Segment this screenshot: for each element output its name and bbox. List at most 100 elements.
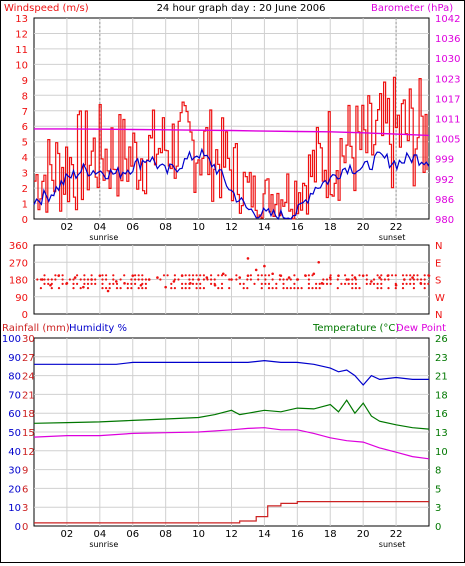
direction-point — [137, 278, 140, 281]
direction-point — [329, 278, 332, 281]
direction-point — [427, 282, 430, 285]
rainfall-y-tick-label: 9 — [22, 466, 28, 477]
barometer-y-tick-label: 1042 — [435, 14, 460, 25]
direction-point — [177, 278, 180, 281]
temperature-axis-label: Temperature (°C) — [312, 323, 399, 334]
direction-compass-label: N — [435, 310, 442, 321]
direction-point — [282, 282, 285, 285]
direction-point — [108, 287, 111, 290]
direction-compass-label: E — [435, 258, 441, 269]
temp-x-tick-label: 22 — [390, 529, 403, 540]
direction-point — [409, 274, 412, 277]
direction-point — [144, 282, 147, 285]
direction-point — [86, 278, 90, 281]
direction-point — [365, 278, 368, 281]
direction-point — [141, 274, 144, 277]
direction-point — [61, 278, 64, 281]
direction-point — [106, 289, 110, 293]
wind-x-tick-label: 12 — [225, 222, 238, 233]
direction-point — [317, 260, 321, 264]
direction-point — [72, 287, 75, 290]
direction-point — [387, 287, 390, 290]
direction-point — [115, 282, 119, 285]
rainfall-y-tick-label: 0 — [22, 522, 28, 533]
barometer-y-tick-label: 1017 — [435, 94, 460, 105]
direction-point — [391, 274, 394, 277]
direction-y-tick-label: 360 — [9, 241, 28, 252]
direction-point — [300, 287, 303, 290]
direction-point — [253, 282, 256, 285]
direction-point — [130, 282, 133, 285]
wind-x-tick-label: 08 — [159, 222, 172, 233]
barometer-axis-label: Barometer (hPa) — [371, 3, 453, 14]
rainfall-axis-label: Rainfall (mm) — [2, 323, 70, 334]
humidity-y-tick-label: 90 — [8, 353, 21, 364]
direction-point — [264, 278, 267, 281]
direction-point — [416, 274, 419, 277]
direction-point — [351, 274, 354, 277]
direction-point — [220, 287, 224, 290]
direction-point — [354, 282, 357, 285]
direction-point — [293, 287, 296, 290]
direction-y-tick-label: 90 — [15, 293, 28, 304]
temperature-y-tick-label: 0 — [435, 522, 441, 533]
temp-x-tick-label: 14 — [258, 529, 271, 540]
direction-point — [370, 280, 373, 283]
direction-point — [50, 287, 53, 290]
direction-point — [412, 278, 415, 281]
direction-point — [224, 274, 227, 277]
direction-point — [312, 272, 316, 276]
rainfall-y-tick-label: 3 — [22, 503, 28, 514]
direction-point — [230, 278, 233, 281]
direction-point — [119, 287, 122, 290]
direction-point — [260, 282, 263, 285]
direction-point — [36, 278, 39, 281]
direction-point — [257, 274, 260, 277]
direction-point — [315, 287, 318, 290]
direction-point — [365, 282, 368, 285]
direction-point — [307, 287, 310, 290]
direction-point — [98, 274, 102, 277]
temperature-line — [33, 399, 430, 430]
direction-point — [65, 282, 68, 285]
wind-y-tick-label: 7 — [22, 107, 28, 118]
wind-y-tick-label: 10 — [15, 60, 28, 71]
direction-point — [383, 278, 386, 281]
temp-x-tick-label: 10 — [192, 529, 205, 540]
direction-point — [351, 278, 354, 281]
direction-point — [195, 274, 198, 277]
direction-point — [188, 278, 191, 281]
wind-x-tick-label: 20 — [357, 222, 370, 233]
direction-point — [361, 274, 365, 277]
direction-point — [322, 282, 325, 285]
temperature-y-tick-label: 23 — [435, 353, 448, 364]
direction-point — [217, 287, 220, 290]
direction-point — [195, 282, 198, 285]
direction-point — [254, 268, 258, 272]
direction-point — [263, 264, 266, 268]
direction-point — [83, 274, 86, 277]
direction-point — [307, 282, 310, 285]
direction-point — [358, 274, 361, 277]
direction-point — [188, 287, 191, 290]
direction-point — [50, 282, 53, 285]
rainfall-y-tick-label: 18 — [22, 409, 35, 420]
dewpoint-line — [33, 427, 430, 460]
direction-point — [380, 282, 383, 285]
direction-point — [141, 282, 144, 285]
direction-point — [184, 287, 187, 290]
direction-point — [47, 282, 50, 285]
direction-point — [43, 282, 46, 285]
wind-x-tick-label: 14 — [258, 222, 271, 233]
direction-point — [238, 276, 242, 279]
humidity-y-tick-label: 10 — [8, 503, 21, 514]
direction-point — [347, 282, 350, 285]
direction-point — [43, 278, 46, 281]
direction-point — [188, 274, 191, 277]
direction-point — [90, 274, 93, 277]
direction-point — [141, 278, 144, 281]
direction-point — [267, 274, 271, 277]
direction-point — [351, 287, 354, 290]
rainfall-y-tick-label: 6 — [22, 484, 28, 495]
direction-point — [282, 287, 285, 290]
